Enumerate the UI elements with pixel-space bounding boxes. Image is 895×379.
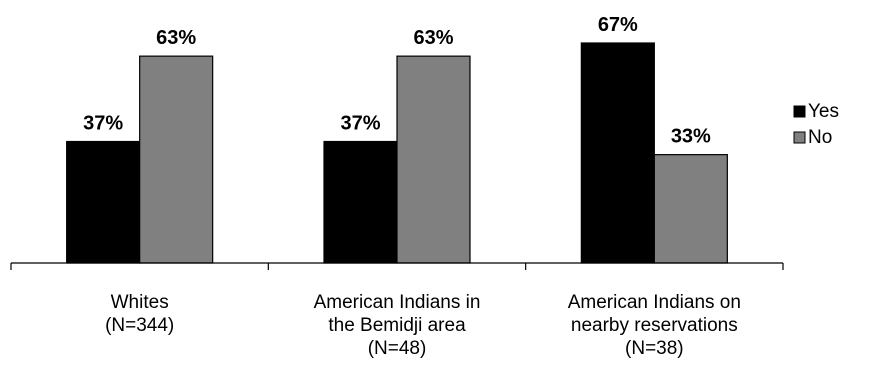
bar-yes-2 bbox=[324, 142, 397, 263]
legend-swatch-no bbox=[794, 132, 805, 143]
category-label-2: American Indians in the Bemidji area (N=48… bbox=[314, 292, 481, 359]
bar-no-2 bbox=[397, 56, 470, 263]
category-label-3: American Indians on nearby reservations (N… bbox=[568, 292, 741, 359]
legend-label-yes: Yes bbox=[808, 101, 839, 122]
legend-swatch-yes bbox=[794, 106, 805, 117]
data-label-yes-1: 37% bbox=[83, 113, 123, 135]
legend-label-no: No bbox=[808, 127, 832, 148]
category-label-1: Whites (N=344) bbox=[105, 292, 174, 336]
bars-group bbox=[67, 43, 728, 263]
category-labels: Whites (N=344) American Indians in the Bemi… bbox=[105, 292, 741, 359]
bar-no-3 bbox=[654, 155, 727, 263]
data-label-yes-2: 37% bbox=[340, 113, 380, 135]
legend: Yes No bbox=[794, 101, 839, 148]
data-label-no-3: 33% bbox=[671, 126, 711, 148]
bar-no-1 bbox=[140, 56, 213, 263]
x-axis bbox=[11, 263, 783, 270]
bar-yes-3 bbox=[581, 43, 654, 263]
bar-yes-1 bbox=[67, 142, 140, 263]
data-label-no-1: 63% bbox=[156, 27, 196, 49]
data-label-yes-3: 67% bbox=[598, 14, 638, 36]
data-label-no-2: 63% bbox=[413, 27, 453, 49]
